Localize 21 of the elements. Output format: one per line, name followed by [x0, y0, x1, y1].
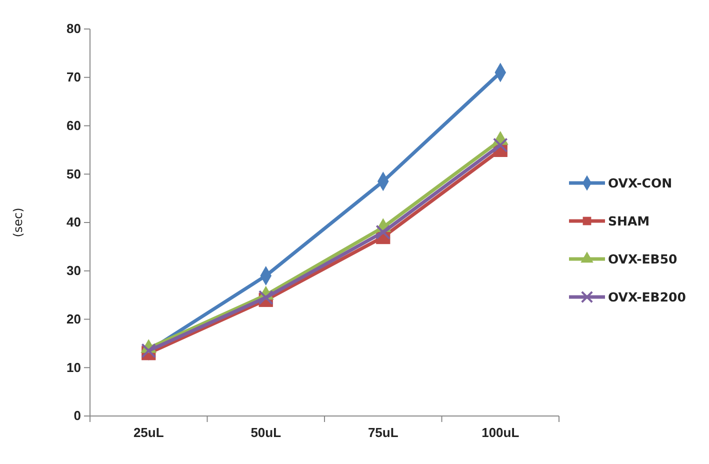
y-tick-label: 80: [66, 21, 81, 36]
x-tick-label: 75uL: [368, 425, 398, 440]
legend-label: OVX-CON: [608, 175, 672, 190]
y-tick-label: 20: [66, 311, 81, 326]
legend-label: OVX-EB200: [608, 289, 686, 304]
x-tick-label: 100uL: [482, 425, 520, 440]
y-tick-label: 50: [66, 166, 81, 182]
y-tick-label: 10: [66, 360, 81, 375]
y-tick-label: 40: [66, 214, 81, 230]
y-tick-label: 60: [66, 118, 81, 133]
x-tick-label: 25uL: [133, 425, 164, 440]
y-tick-label: 70: [66, 70, 81, 85]
y-tick-label: 30: [66, 263, 81, 278]
point: [376, 224, 391, 240]
y-tick-label: 0: [74, 408, 81, 424]
point: [141, 343, 156, 358]
x-tick-label: 50uL: [250, 425, 282, 440]
y-axis-title: (sec): [11, 208, 25, 238]
legend-label: OVX-EB50: [608, 251, 678, 266]
legend-label: SHAM: [608, 213, 650, 228]
point: [492, 138, 508, 153]
